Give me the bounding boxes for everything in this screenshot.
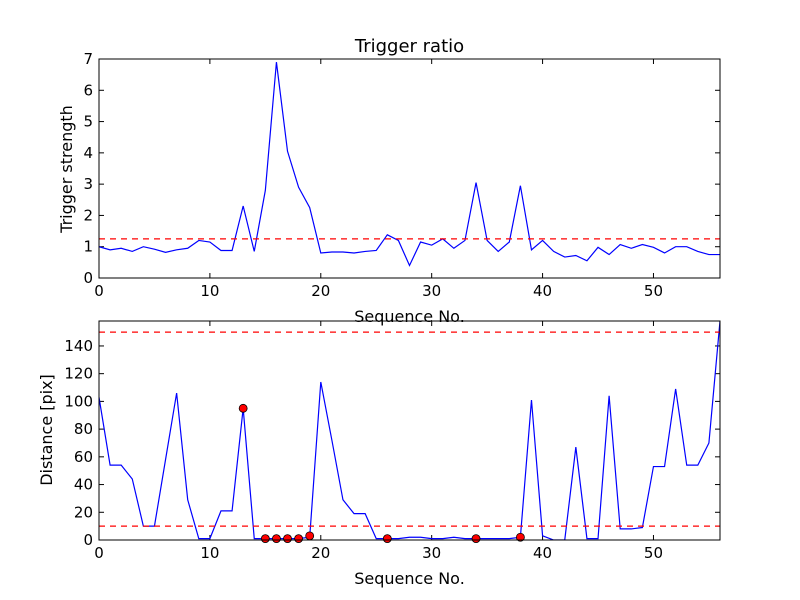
x-tick-label: 50 [644,282,663,300]
data-point-marker [382,534,392,544]
data-point-marker [260,534,270,544]
top-chart-title: Trigger ratio [354,36,464,57]
y-tick-label: 5 [83,113,93,131]
y-tick-label: 40 [74,476,93,494]
y-tick-label: 0 [83,269,93,287]
top-y-axis-label: Trigger strength [57,105,76,234]
series-line [99,321,720,540]
data-point-marker [294,534,304,544]
x-tick-label: 50 [644,544,663,562]
x-tick-label: 40 [533,282,552,300]
y-tick-label: 120 [64,365,93,383]
data-point-marker [238,403,248,413]
y-tick-label: 140 [64,337,93,355]
x-tick-label: 20 [311,282,330,300]
top-subplot: Trigger ratio Trigger strength Sequence … [57,36,721,326]
top-axes-frame [98,58,721,279]
y-tick-label: 2 [83,206,93,224]
x-tick-label: 20 [311,544,330,562]
data-point-marker [305,531,315,541]
bottom-y-axis-label: Distance [pix] [37,374,56,486]
x-tick-label: 30 [422,282,441,300]
bottom-x-axis-label: Sequence No. [354,569,465,588]
y-tick-label: 100 [64,392,93,410]
x-tick-label: 10 [200,282,219,300]
y-tick-label: 1 [83,238,93,256]
x-tick-label: 0 [94,544,104,562]
x-tick-label: 0 [94,282,104,300]
series-line [99,62,720,267]
y-tick-label: 4 [83,144,93,162]
y-tick-label: 6 [83,81,93,99]
x-tick-label: 30 [422,544,441,562]
top-x-axis-label: Sequence No. [354,307,465,326]
x-tick-label: 40 [533,544,552,562]
bottom-axes-frame [98,320,721,541]
y-tick-label: 20 [74,503,93,521]
data-point-marker [471,534,481,544]
data-point-marker [515,532,525,542]
y-tick-label: 0 [83,531,93,549]
y-tick-label: 7 [83,50,93,68]
data-point-marker [283,534,292,544]
y-tick-label: 80 [74,420,93,438]
y-tick-label: 60 [74,448,93,466]
y-tick-label: 3 [83,175,93,193]
x-tick-label: 10 [200,544,219,562]
bottom-subplot: Distance [pix] Sequence No. 0 10 20 30 40 50 0… [37,320,721,588]
data-point-marker [272,534,281,544]
